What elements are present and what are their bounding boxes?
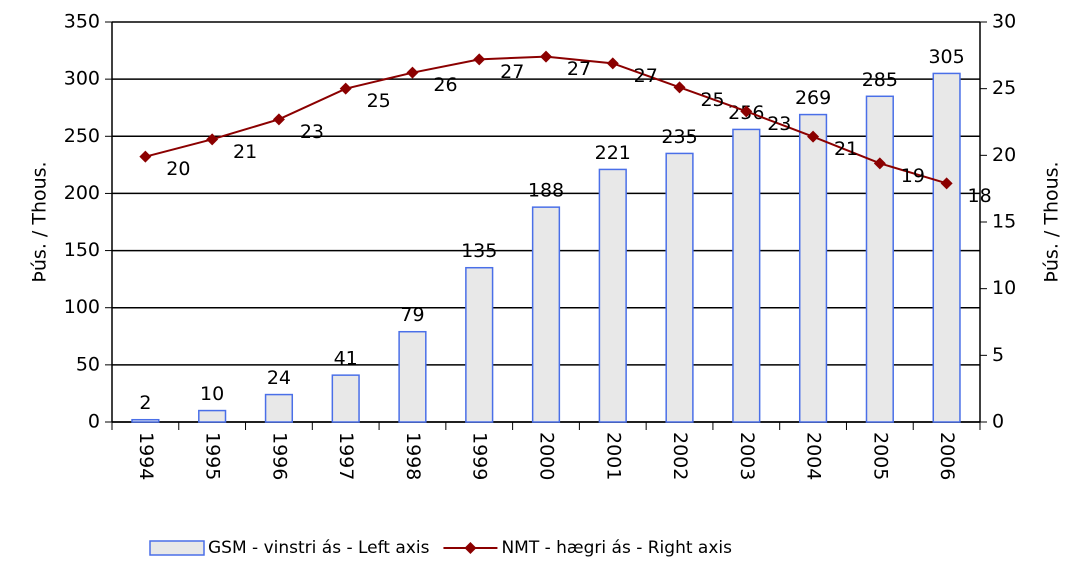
- bar: [732, 128, 761, 423]
- line-value-label: 26: [433, 74, 457, 96]
- line-marker: [473, 53, 486, 66]
- line-value-label: 23: [300, 121, 324, 143]
- line-value-label: 21: [233, 141, 257, 163]
- bar-value-label: 235: [661, 126, 697, 148]
- x-tick-label: 2002: [669, 432, 691, 480]
- y2-tick-label: 5: [992, 344, 1004, 366]
- line-marker: [272, 113, 285, 126]
- y2-tick-label: 30: [992, 11, 1016, 33]
- y-tick-label: 50: [76, 353, 100, 375]
- legend-label: NMT - hægri ás - Right axis: [501, 538, 732, 558]
- bar-value-label: 269: [795, 87, 831, 109]
- y-tick-label: 150: [64, 239, 100, 261]
- line-marker: [673, 81, 686, 94]
- line-value-label: 25: [367, 90, 391, 112]
- line-value-label: 21: [834, 138, 858, 160]
- x-tick-label: 2006: [936, 432, 958, 480]
- y-tick-label: 250: [64, 125, 100, 147]
- bar-value-label: 188: [528, 180, 564, 202]
- bar-value-label: 79: [400, 304, 424, 326]
- x-tick-label: 1998: [402, 432, 424, 480]
- x-tick-label: 1995: [202, 432, 224, 480]
- y2-tick-label: 10: [992, 277, 1016, 299]
- x-tick-label: 1996: [268, 432, 290, 480]
- y-axis-label: Þús. / Thous.: [29, 161, 51, 282]
- x-tick-label: 2004: [803, 432, 825, 480]
- y-tick-label: 100: [64, 296, 100, 318]
- bar: [198, 409, 227, 423]
- x-tick-label: 1994: [135, 432, 157, 480]
- bar-value-label: 221: [595, 142, 631, 164]
- bar: [531, 206, 561, 423]
- bar-value-label: 24: [267, 367, 291, 389]
- y2-axis-label: Þús. / Thous.: [1041, 161, 1063, 282]
- line-marker: [139, 150, 152, 163]
- y-tick-label: 0: [88, 411, 100, 433]
- line-value-label: 18: [968, 185, 992, 207]
- line-marker: [873, 157, 886, 170]
- line-value-label: 27: [500, 61, 524, 83]
- bar: [264, 393, 294, 423]
- legend-label: GSM - vinstri ás - Left axis: [208, 538, 430, 558]
- bar-value-label: 305: [928, 46, 964, 68]
- line-value-label: 27: [567, 58, 591, 80]
- y2-tick-label: 25: [992, 77, 1016, 99]
- line-marker: [206, 133, 219, 146]
- y-tick-label: 200: [64, 182, 100, 204]
- legend-swatch: [149, 540, 205, 556]
- y2-tick-label: 0: [992, 411, 1004, 433]
- line-marker: [740, 105, 753, 118]
- line-value-label: 27: [634, 65, 658, 87]
- legend-item: GSM - vinstri ás - Left axis: [149, 538, 430, 558]
- line-marker: [606, 57, 619, 70]
- bar-value-label: 41: [334, 348, 358, 370]
- x-tick-label: 2003: [736, 432, 758, 480]
- line-marker: [339, 82, 352, 95]
- bar: [598, 168, 627, 423]
- bar: [331, 374, 360, 423]
- legend-marker: [464, 542, 477, 554]
- bar: [665, 152, 694, 423]
- bar: [798, 113, 828, 423]
- y2-tick-label: 20: [992, 144, 1016, 166]
- y2-tick-label: 15: [992, 211, 1016, 233]
- line-marker: [807, 130, 820, 143]
- x-tick-label: 2000: [536, 432, 558, 480]
- line-value-label: 19: [901, 165, 925, 187]
- y-tick-label: 350: [64, 11, 100, 33]
- y-tick-label: 300: [64, 68, 100, 90]
- line-value-label: 25: [700, 89, 724, 111]
- bar: [131, 418, 160, 423]
- line-marker: [540, 50, 552, 63]
- x-tick-label: 2001: [602, 432, 624, 480]
- bar-value-label: 135: [461, 240, 497, 262]
- bar-value-label: 2: [139, 392, 151, 414]
- line-value-label: 23: [767, 113, 791, 135]
- x-tick-label: 2005: [869, 432, 891, 480]
- bar-value-label: 285: [862, 69, 898, 91]
- x-tick-label: 1999: [469, 432, 491, 480]
- line-value-label: 20: [166, 158, 190, 180]
- bar: [465, 266, 494, 423]
- bar: [932, 72, 961, 423]
- line-marker: [406, 66, 419, 79]
- bar: [865, 95, 894, 423]
- legend-item: NMT - hægri ás - Right axis: [443, 538, 732, 558]
- bar-value-label: 10: [200, 383, 224, 405]
- line-marker: [940, 177, 953, 190]
- bar: [398, 330, 427, 423]
- x-tick-label: 1997: [335, 432, 357, 480]
